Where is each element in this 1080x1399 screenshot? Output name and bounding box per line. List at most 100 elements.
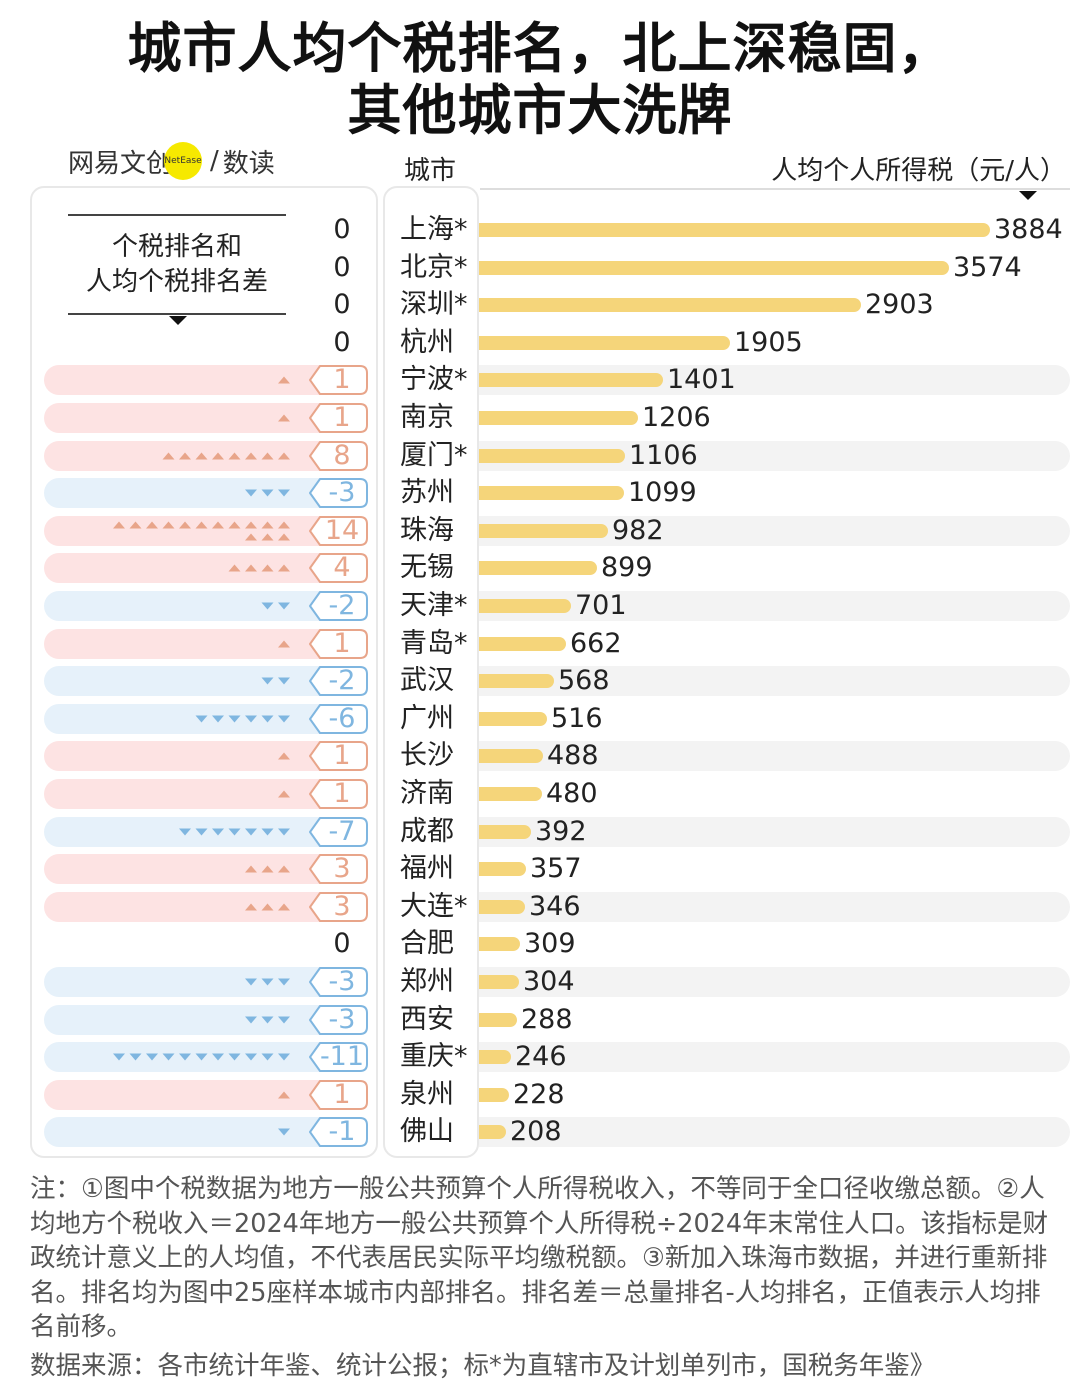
down-triangles-icon	[94, 591, 294, 621]
bar-北京	[479, 261, 949, 275]
rank-diff-value: -3	[328, 966, 356, 997]
row-background	[479, 591, 1070, 621]
rank-diff-value: -3	[328, 1004, 356, 1035]
rank-down-tag-icon	[306, 817, 368, 847]
up-triangles-icon	[94, 441, 294, 471]
city-label: 合肥	[400, 928, 454, 959]
brand-sub: 数读	[222, 148, 275, 179]
rank-up-tag-icon	[306, 403, 368, 433]
bar-泉州	[479, 1088, 509, 1102]
legend-line-2: 人均个税排名差	[85, 267, 268, 297]
row-background	[479, 1042, 1070, 1072]
down-triangles-icon	[94, 1117, 294, 1147]
title-line-2: 其他城市大洗牌	[347, 79, 733, 142]
rank-up-tag-icon	[306, 779, 368, 809]
up-triangles-icon	[94, 403, 294, 433]
rank-down-tag-icon	[306, 1042, 368, 1072]
bar-珠海	[479, 524, 608, 538]
bar-苏州	[479, 486, 624, 500]
value-label: 516	[551, 703, 603, 734]
bar-济南	[479, 787, 542, 801]
rank-diff-value: 0	[333, 327, 351, 358]
value-label: 982	[612, 515, 664, 546]
bar-厦门	[479, 449, 625, 463]
down-triangles-icon	[94, 666, 294, 696]
city-label: 武汉	[400, 665, 454, 696]
value-label: 662	[570, 628, 622, 659]
down-triangles-icon	[94, 478, 294, 508]
chart-top-rule	[480, 188, 1070, 190]
down-triangles-icon	[94, 1042, 294, 1072]
bar-成都	[479, 825, 531, 839]
value-label: 228	[513, 1079, 565, 1110]
city-label: 泉州	[400, 1079, 454, 1110]
city-label: 济南	[400, 778, 454, 809]
legend-top-rule	[68, 214, 286, 216]
city-label: 青岛*	[400, 628, 468, 659]
value-column-header: 人均个人所得税（元/人）	[771, 156, 1066, 186]
city-label: 无锡	[400, 552, 454, 583]
up-triangles-icon	[94, 553, 294, 583]
row-background	[479, 666, 1070, 696]
value-label: 701	[575, 590, 627, 621]
down-triangles-icon	[94, 967, 294, 997]
bar-西安	[479, 1013, 517, 1027]
legend-bottom-rule	[68, 313, 286, 315]
city-label: 重庆*	[400, 1041, 468, 1072]
value-label: 246	[515, 1041, 567, 1072]
city-label: 珠海	[400, 515, 454, 546]
city-label: 郑州	[400, 966, 454, 997]
city-label: 上海*	[400, 214, 468, 245]
title-line-1: 城市人均个税排名，北上深稳固，	[127, 17, 953, 80]
bar-合肥	[479, 937, 520, 951]
row-background	[479, 741, 1070, 771]
value-label: 1106	[629, 440, 698, 471]
city-label: 厦门*	[400, 440, 468, 471]
brand-name: 网易文创	[68, 148, 173, 179]
city-label: 南京	[400, 402, 454, 433]
rank-diff-value: 0	[333, 214, 351, 245]
up-triangles-icon	[94, 892, 294, 922]
bar-武汉	[479, 674, 554, 688]
rank-up-tag-icon	[306, 741, 368, 771]
chart-title: 城市人均个税排名，北上深稳固， 其他城市大洗牌	[0, 18, 1080, 142]
rank-diff-value: 8	[333, 440, 351, 471]
bar-重庆	[479, 1050, 511, 1064]
bar-天津	[479, 599, 571, 613]
bar-杭州	[479, 336, 730, 350]
city-panel	[383, 186, 479, 1158]
bar-郑州	[479, 975, 519, 989]
value-label: 1099	[628, 477, 697, 508]
bar-青岛	[479, 637, 566, 651]
rank-diff-value: 0	[333, 289, 351, 320]
down-triangles-icon	[94, 817, 294, 847]
up-triangles-icon	[94, 516, 294, 546]
rank-diff-value: 1	[333, 402, 351, 433]
value-label: 2903	[865, 289, 934, 320]
rank-diff-value: -6	[328, 703, 356, 734]
rank-diff-value: 1	[333, 1079, 351, 1110]
rank-diff-value: -11	[319, 1041, 365, 1072]
bar-福州	[479, 862, 526, 876]
row-background	[479, 892, 1070, 922]
up-triangles-icon	[94, 365, 294, 395]
bar-无锡	[479, 561, 597, 575]
rank-diff-value: 1	[333, 628, 351, 659]
row-background	[479, 967, 1070, 997]
rank-diff-value: 14	[324, 515, 360, 546]
rank-diff-value: 0	[333, 928, 351, 959]
value-label: 392	[535, 816, 587, 847]
rank-diff-value: 4	[333, 552, 351, 583]
bar-上海	[479, 223, 990, 237]
rank-diff-value: -3	[328, 477, 356, 508]
city-label: 成都	[400, 816, 454, 847]
footnotes: 注：①图中个税数据为地方一般公共预算个人所得税收入，不等同于全口径收缴总额。②人…	[30, 1174, 1049, 1342]
brand: 网易文创 NetEase / 数读	[68, 142, 275, 180]
city-label: 佛山	[400, 1116, 454, 1147]
bar-佛山	[479, 1125, 506, 1139]
rank-up-tag-icon	[306, 365, 368, 395]
rank-down-tag-icon	[306, 704, 368, 734]
legend-line-1: 个税排名和	[111, 232, 242, 262]
city-label: 杭州	[400, 327, 454, 358]
value-label: 309	[524, 928, 576, 959]
